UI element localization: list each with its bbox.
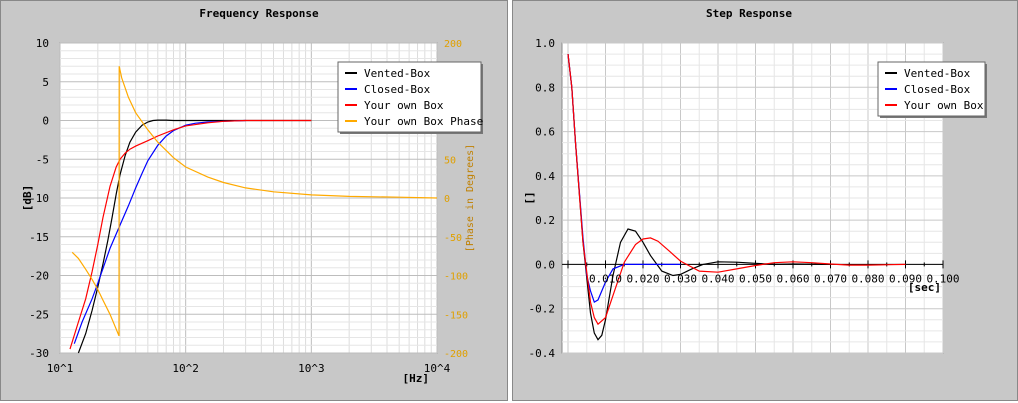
series-line [73,119,246,344]
x-tick-label: 0.010 [589,272,622,285]
frequency-response-chart: Frequency Response 10^1 10^2 10^3 10^41050-… [21,7,483,385]
legend-label: Vented-Box [364,67,431,80]
step-response-chart: Step Response 0.010 0.020 0.030 0.040 0.050 0… [523,7,987,360]
y-tick-label: -20 [29,270,49,283]
y-axis-label: [dB] [21,185,34,212]
step-response-panel: Step Response 0.010 0.020 0.030 0.040 0.050 0… [512,0,1018,401]
legend-label: Your own Box [904,99,984,112]
chart-title: Frequency Response [199,7,319,20]
series-line [69,119,312,350]
y2-tick-label: -200 [444,349,468,360]
legend-label: Closed-Box [904,83,971,96]
x-tick-label: 0.090 [889,272,922,285]
x-tick-label: 0.100 [926,272,959,285]
y2-tick-label: -100 [444,272,468,283]
legend: Vented-Box Closed-Box Your own Box Your own… [337,61,483,134]
series-line [567,54,831,341]
y-tick-label: 10 [36,37,49,50]
y-tick-label: 0 [42,115,49,128]
y2-axis-label: [Phase in Degrees] [465,144,476,252]
y-tick-label: 0.6 [535,126,555,139]
y-tick-label: -25 [29,308,49,321]
y-tick-label: -0.4 [529,347,556,360]
x-tick-label: 10^3 [298,362,325,375]
y2-tick-label: 50 [444,155,456,166]
chart-title: Step Response [706,7,792,20]
y-tick-label: 0.0 [535,258,555,271]
legend-label: Vented-Box [904,67,971,80]
legend-label: Your own Box [364,99,444,112]
x-tick-label: 0.080 [851,272,884,285]
y-tick-label: 0.8 [535,81,555,94]
frequency-response-panel: Frequency Response 10^1 10^2 10^3 10^4 10 5 0-… [0,0,508,401]
y-tick-label: -5 [36,153,49,166]
y-tick-label: 0.2 [535,214,555,227]
y2-tick-label: -150 [444,310,468,321]
y-tick-label: -0.2 [529,303,556,316]
legend-box [337,61,482,133]
y-tick-label: -10 [29,192,49,205]
y2-tick-label: -50 [444,233,462,244]
x-tick-label: 0.020 [626,272,659,285]
series-line [77,119,312,354]
legend-label: Closed-Box [364,83,431,96]
y-axis-label: [] [523,191,536,204]
series-line [567,54,906,326]
x-tick-label: 10^1 [47,362,74,375]
x-axis-label: [sec] [908,281,941,294]
x-tick-label: 0.070 [814,272,847,285]
y-tick-label: 0.4 [535,170,555,183]
legend-label: Your own Box Phase [364,115,483,128]
x-tick-label: 10^4 [424,362,451,375]
x-tick-label: 0.030 [664,272,697,285]
y-tick-label: 1.0 [535,37,555,50]
x-tick-label: 0.040 [701,272,734,285]
x-tick-label: 0.050 [739,272,772,285]
y-tick-label: -15 [29,231,49,244]
y-tick-label: 5 [42,76,49,89]
y2-tick-label: 0 [444,194,450,205]
legend: Vented-Box Closed-Box Your own Box [877,61,987,118]
series-line [71,66,438,337]
y-tick-label: -30 [29,347,49,360]
y2-tick-label: 200 [444,39,462,50]
x-axis-label: [Hz] [403,372,430,385]
x-tick-label: 10^2 [172,362,199,375]
x-tick-label: 0.060 [776,272,809,285]
